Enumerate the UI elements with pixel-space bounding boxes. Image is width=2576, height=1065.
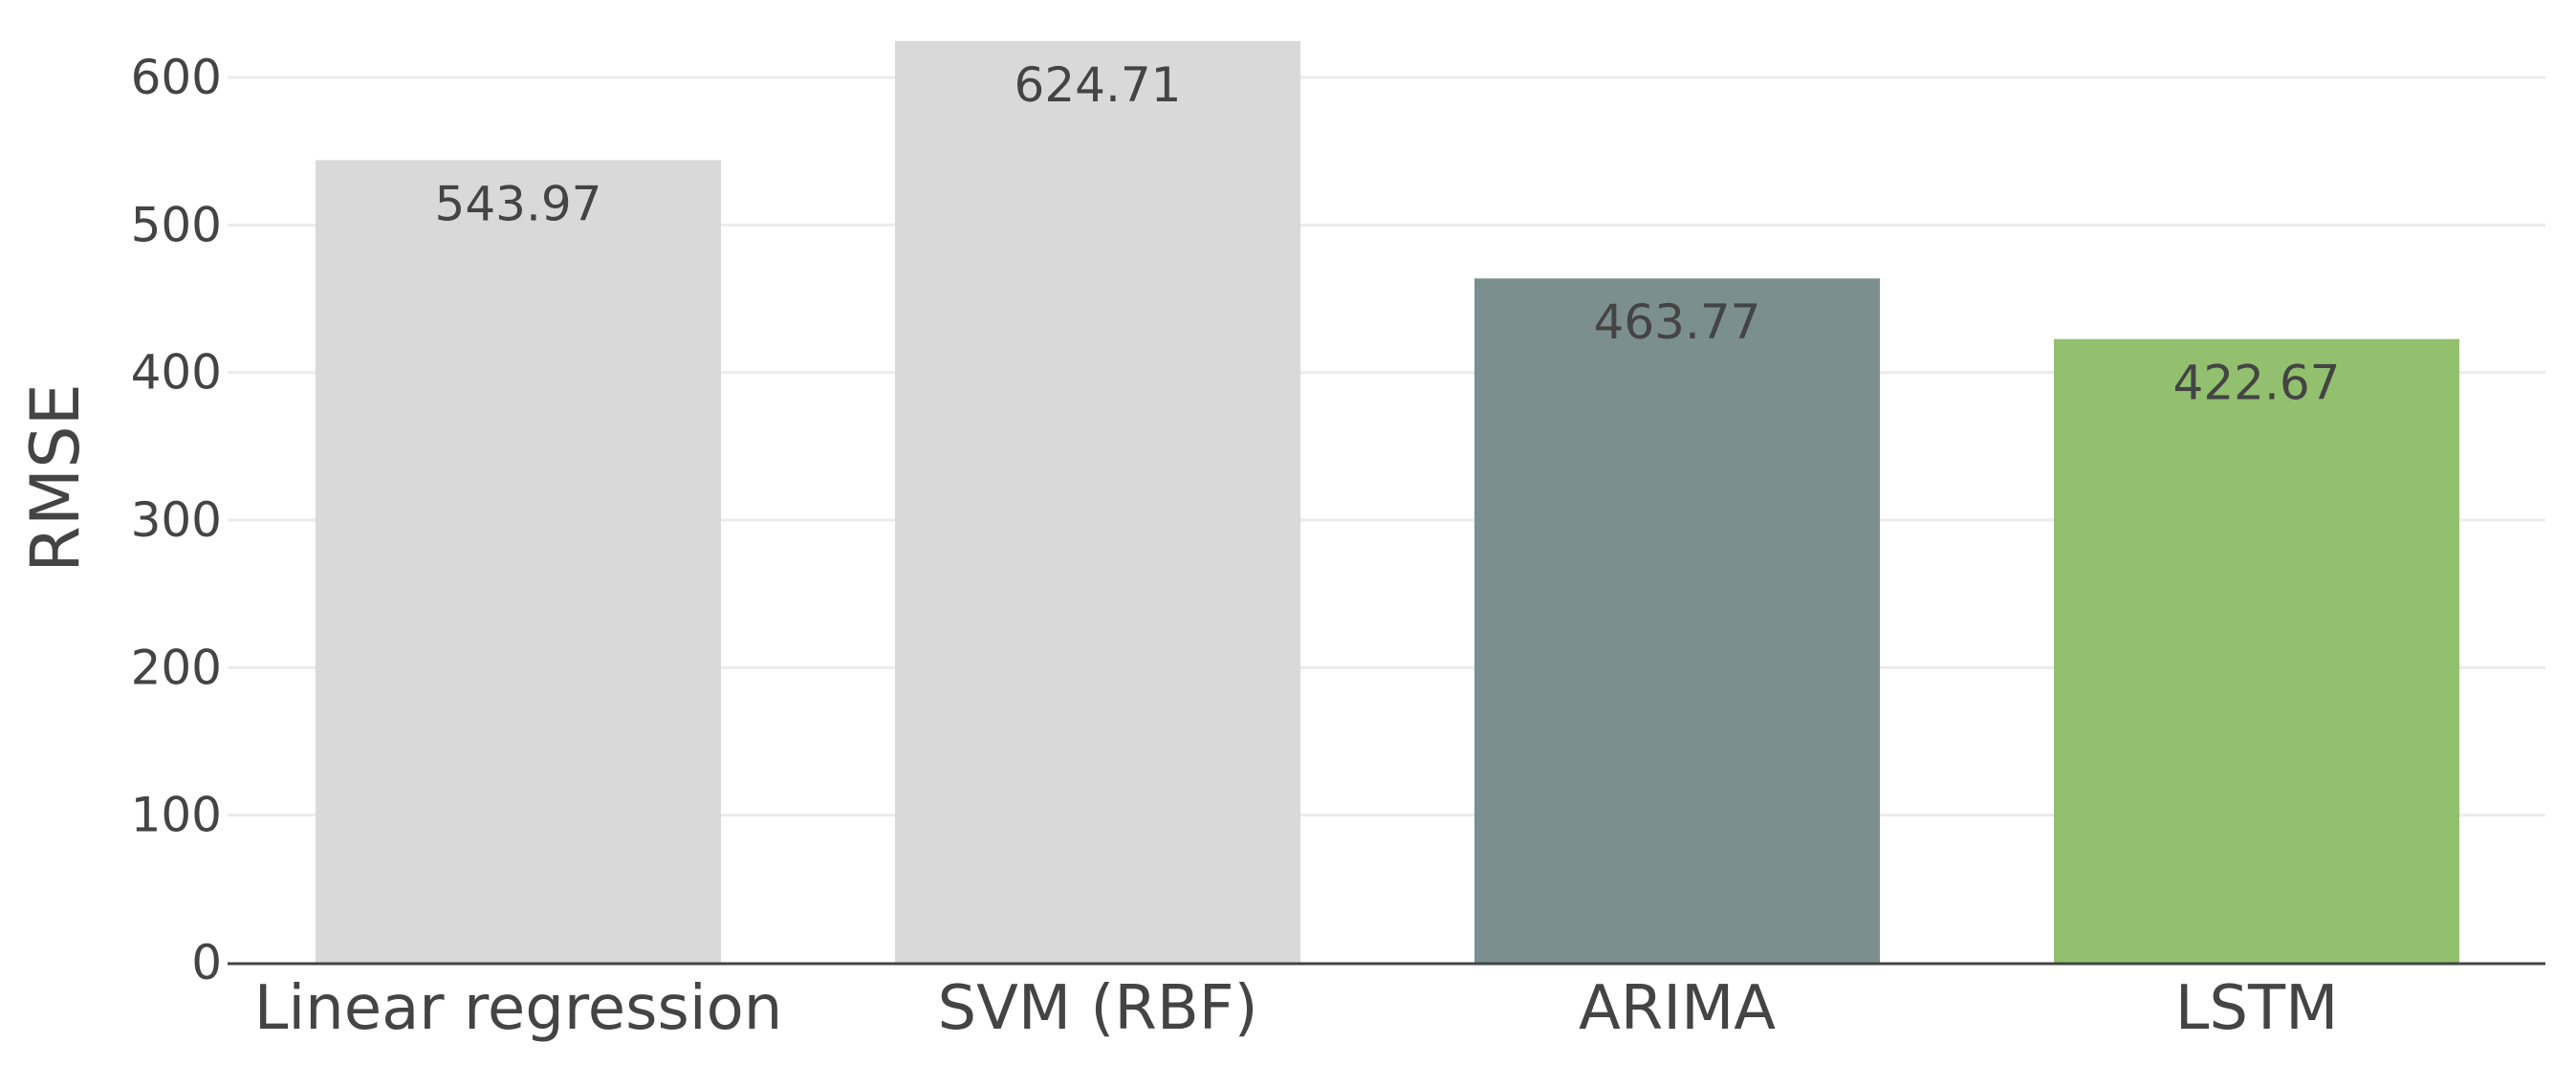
bar-value-label: 543.97	[435, 176, 602, 231]
x-tick-label: Linear regression	[254, 973, 783, 1044]
data-labels: 543.97 624.71 463.77 422.67	[435, 57, 2341, 411]
x-tick-label: LSTM	[2175, 973, 2339, 1044]
y-tick-label: 500	[131, 197, 222, 252]
y-tick-labels: 0 100 200 300 400 500 600	[131, 50, 222, 990]
y-axis-title: RMSE	[16, 383, 95, 573]
x-tick-label: ARIMA	[1579, 973, 1776, 1044]
y-tick-label: 0	[191, 935, 222, 990]
bar-value-label: 422.67	[2173, 356, 2341, 411]
bar	[316, 160, 721, 963]
y-tick-label: 400	[131, 345, 222, 401]
bar-value-label: 463.77	[1594, 294, 1761, 350]
bars	[316, 40, 2459, 963]
y-tick-label: 600	[131, 50, 222, 105]
y-tick-label: 300	[131, 492, 222, 548]
y-tick-label: 200	[131, 640, 222, 695]
y-tick-label: 100	[131, 788, 222, 843]
x-tick-labels: Linear regression SVM (RBF) ARIMA LSTM	[254, 973, 2339, 1044]
bar	[1474, 278, 1880, 963]
bar-value-label: 624.71	[1015, 57, 1182, 113]
bar	[2054, 338, 2459, 963]
x-tick-label: SVM (RBF)	[937, 973, 1257, 1044]
bar	[895, 40, 1300, 963]
